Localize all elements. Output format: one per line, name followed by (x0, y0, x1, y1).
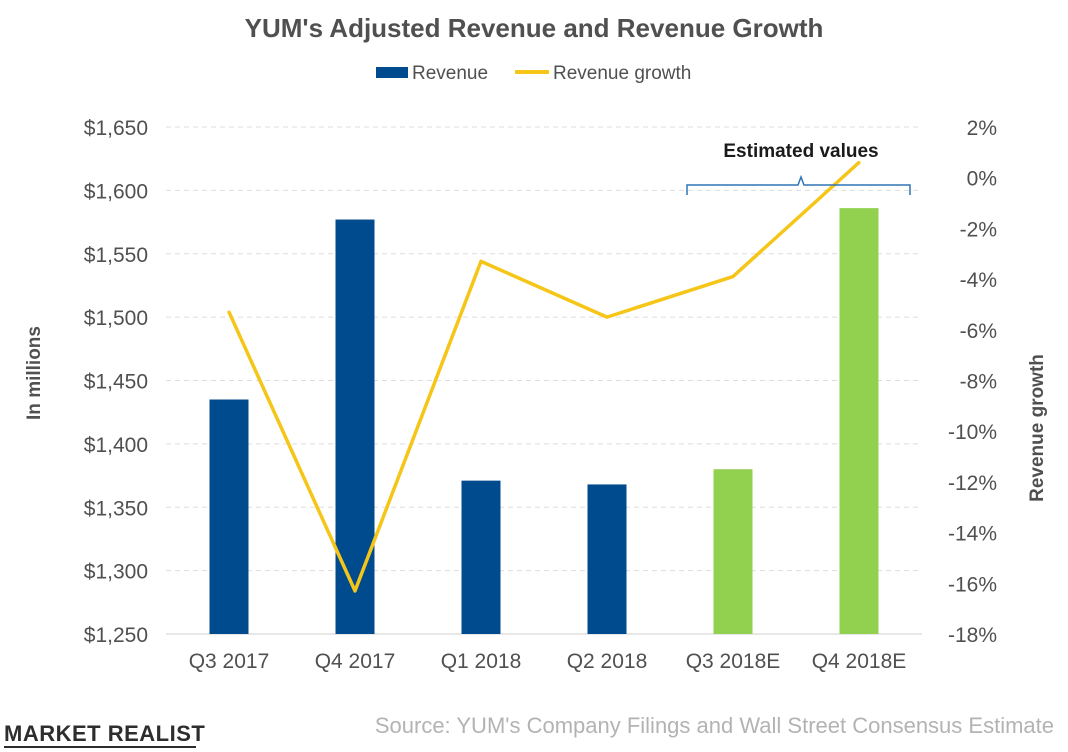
right-tick-label: 2% (967, 117, 997, 140)
legend-swatch-revenue-growth (515, 70, 549, 74)
left-tick-label: $1,550 (84, 244, 148, 267)
right-tick-label: -12% (948, 472, 997, 495)
left-axis-title: In millions (24, 326, 45, 420)
legend-swatch-revenue (376, 67, 408, 78)
right-tick-label: 0% (967, 168, 997, 191)
left-tick-label: $1,400 (84, 434, 148, 457)
revenue-bars (209, 208, 879, 634)
revenue-bar (713, 469, 753, 634)
gridlines (166, 126, 922, 635)
revenue-bar (587, 484, 627, 634)
x-tick-label: Q3 2018E (686, 650, 781, 673)
revenue-growth-polyline (227, 161, 861, 593)
revenue-growth-point (605, 315, 609, 319)
x-axis-ticks: Q3 2017 Q4 2017 Q1 2018 Q2 2018 Q3 2018E Q4 2… (189, 650, 907, 673)
right-tick-label: -14% (948, 523, 997, 546)
annotation-brace (686, 174, 911, 195)
revenue-bar (839, 208, 879, 634)
right-tick-label: -16% (948, 573, 997, 596)
right-tick-label: -18% (948, 624, 997, 647)
revenue-growth-point (731, 274, 735, 279)
revenue-growth-line (227, 160, 861, 593)
chart-title: YUM's Adjusted Revenue and Revenue Growt… (245, 13, 824, 43)
left-tick-label: $1,600 (84, 180, 148, 203)
left-tick-label: $1,250 (84, 624, 148, 647)
x-tick-label: Q2 2018 (567, 650, 648, 673)
revenue-bar (335, 219, 375, 634)
right-tick-label: -6% (960, 320, 997, 343)
left-tick-label: $1,300 (84, 561, 148, 584)
revenue-bar (209, 399, 249, 634)
revenue-growth-point (857, 160, 861, 165)
right-axis-title: Revenue growth (1027, 354, 1048, 502)
right-tick-label: -2% (960, 218, 997, 241)
annotation-label: Estimated values (723, 141, 878, 162)
right-tick-label: -4% (960, 269, 997, 292)
source-note: Source: YUM's Company Filings and Wall S… (375, 713, 1054, 738)
left-tick-label: $1,500 (84, 307, 148, 330)
left-axis-ticks: $1,250 $1,300 $1,350 $1,400 $1,450 $1,500 $1,5… (84, 117, 148, 647)
footer: MARKET REALIST Source: YUM's Company Fil… (4, 713, 1054, 748)
legend: Revenue Revenue growth (376, 63, 691, 84)
market-realist-logo: MARKET REALIST (4, 721, 205, 748)
right-tick-label: -8% (960, 371, 997, 394)
revenue-growth-point (479, 259, 483, 263)
brand-name: MARKET REALIST (4, 721, 205, 746)
left-tick-label: $1,450 (84, 371, 148, 394)
revenue-bar (461, 480, 501, 634)
estimated-values-annotation: Estimated values (686, 141, 911, 195)
x-tick-label: Q4 2018E (812, 650, 907, 673)
revenue-growth-point (353, 589, 357, 593)
left-tick-label: $1,350 (84, 497, 148, 520)
legend-label-revenue: Revenue (412, 63, 488, 84)
revenue-growth-point (227, 310, 231, 314)
right-axis-ticks: -18% -16% -14% -12% -10% -8% -6% -4% -2% 0% 2% (948, 117, 997, 647)
left-tick-label: $1,650 (84, 117, 148, 140)
x-tick-label: Q1 2018 (441, 650, 522, 673)
x-tick-label: Q4 2017 (315, 650, 396, 673)
right-tick-label: -10% (948, 421, 997, 444)
x-tick-label: Q3 2017 (189, 650, 270, 673)
legend-label-revenue-growth: Revenue growth (553, 63, 691, 84)
